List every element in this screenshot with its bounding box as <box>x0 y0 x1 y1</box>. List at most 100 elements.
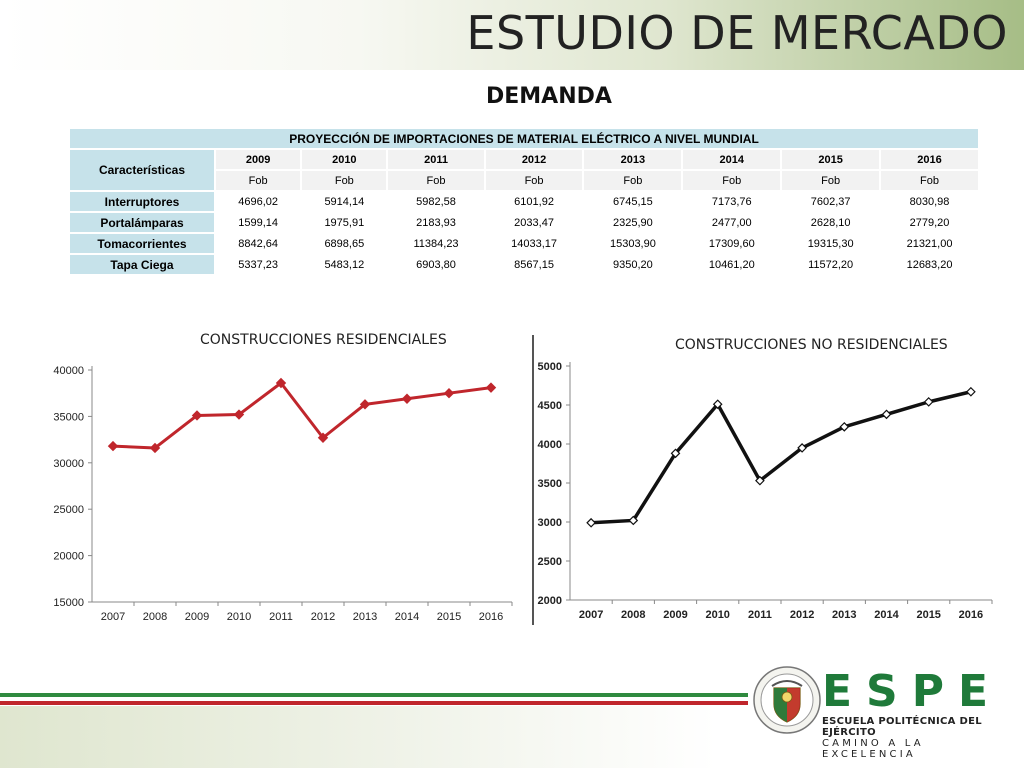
characteristics-header: Características <box>68 148 216 192</box>
y-tick-label: 3000 <box>538 517 562 529</box>
white-stripe <box>0 698 748 700</box>
non-residential-construction-chart: CONSTRUCCIONES NO RESIDENCIALES 2000 2500 3… <box>538 337 993 621</box>
row-label: Tapa Ciega <box>68 253 216 276</box>
y-tick-label: 4500 <box>538 400 562 412</box>
year-header: 2009 <box>213 148 303 171</box>
year-header: 2014 <box>681 148 783 171</box>
title-band <box>0 0 1024 70</box>
table-cell: 8567,15 <box>483 253 585 276</box>
x-tick-label: 2015 <box>916 609 940 621</box>
x-tick-label: 2010 <box>227 611 251 623</box>
x-tick-label: 2007 <box>579 609 603 621</box>
chart-divider <box>532 335 534 625</box>
table-cell: 7173,76 <box>681 190 783 213</box>
table-cell: 9350,20 <box>582 253 684 276</box>
x-tick-label: 2011 <box>269 611 293 623</box>
table-cell: 2779,20 <box>879 211 980 234</box>
data-point <box>275 377 287 389</box>
year-header: 2011 <box>386 148 486 171</box>
table-row: Interruptores 4696,02 5914,14 5982,58 61… <box>68 190 980 213</box>
green-stripe <box>0 693 748 697</box>
x-tick-label: 2014 <box>395 611 419 623</box>
slide-title: ESTUDIO DE MERCADO <box>466 6 1008 60</box>
x-tick-label: 2012 <box>790 609 814 621</box>
unit-header: Fob <box>681 169 783 192</box>
table-cell: 1599,14 <box>213 211 303 234</box>
unit-header: Fob <box>483 169 585 192</box>
table-row: Tapa Ciega 5337,23 5483,12 6903,80 8567,… <box>68 253 980 276</box>
y-tick-label: 15000 <box>53 597 84 609</box>
table-cell: 5914,14 <box>300 190 389 213</box>
data-point <box>755 475 765 486</box>
table-cell: 8842,64 <box>213 232 303 255</box>
table-cell: 4696,02 <box>213 190 303 213</box>
table-cell: 2183,93 <box>386 211 486 234</box>
y-tick-label: 2500 <box>538 556 562 568</box>
x-tick-label: 2007 <box>101 611 125 623</box>
data-point <box>485 382 497 393</box>
section-subtitle: DEMANDA <box>486 84 612 109</box>
unit-header: Fob <box>582 169 684 192</box>
unit-header: Fob <box>386 169 486 192</box>
y-tick-label: 25000 <box>53 504 84 516</box>
year-header: 2013 <box>582 148 684 171</box>
row-label: Interruptores <box>68 190 216 213</box>
table-cell: 21321,00 <box>879 232 980 255</box>
table-cell: 12683,20 <box>879 253 980 276</box>
year-header: 2015 <box>780 148 882 171</box>
unit-header: Fob <box>213 169 303 192</box>
table-cell: 5337,23 <box>213 253 303 276</box>
red-stripe <box>0 701 748 705</box>
table-row: Portalámparas 1599,14 1975,91 2183,93 20… <box>68 211 980 234</box>
y-tick-label: 40000 <box>53 365 84 377</box>
data-point <box>401 393 413 404</box>
x-tick-label: 2013 <box>832 609 856 621</box>
data-point <box>797 443 807 453</box>
data-point <box>443 387 455 399</box>
x-tick-label: 2015 <box>437 611 461 623</box>
table-cell: 5982,58 <box>386 190 486 213</box>
imports-projection-table: PROYECCIÓN DE IMPORTACIONES DE MATERIAL … <box>68 127 980 276</box>
unit-header: Fob <box>879 169 980 192</box>
x-tick-label: 2009 <box>185 611 209 623</box>
table-cell: 2628,10 <box>780 211 882 234</box>
y-tick-label: 2000 <box>538 595 562 607</box>
table-cell: 11384,23 <box>386 232 486 255</box>
table-cell: 6898,65 <box>300 232 389 255</box>
x-tick-label: 2009 <box>663 609 687 621</box>
data-point <box>359 399 371 410</box>
table-cell: 6745,15 <box>582 190 684 213</box>
data-point <box>586 517 596 528</box>
table-cell: 6903,80 <box>386 253 486 276</box>
table-cell: 2325,90 <box>582 211 684 234</box>
x-tick-label: 2013 <box>353 611 377 623</box>
row-label: Tomacorrientes <box>68 232 216 255</box>
table-cell: 5483,12 <box>300 253 389 276</box>
table-cell: 15303,90 <box>582 232 684 255</box>
table-cell: 7602,37 <box>780 190 882 213</box>
brand-name: ESPE <box>822 666 1003 717</box>
espe-logo: ESPE ESCUELA POLITÉCNICA DEL EJÉRCITO CA… <box>822 666 1006 761</box>
data-point <box>923 397 934 407</box>
table-caption: PROYECCIÓN DE IMPORTACIONES DE MATERIAL … <box>68 127 980 150</box>
data-point <box>317 432 329 443</box>
data-point <box>628 515 639 526</box>
unit-header: Fob <box>300 169 389 192</box>
data-point <box>881 409 892 420</box>
table-cell: 17309,60 <box>681 232 783 255</box>
data-point <box>191 410 203 421</box>
year-header: 2012 <box>483 148 585 171</box>
y-tick-label: 35000 <box>53 411 84 423</box>
x-tick-label: 2011 <box>748 609 772 621</box>
table-cell: 11572,20 <box>780 253 882 276</box>
y-tick-label: 3500 <box>538 478 562 490</box>
table-cell: 2477,00 <box>681 211 783 234</box>
row-label: Portalámparas <box>68 211 216 234</box>
table-cell: 2033,47 <box>483 211 585 234</box>
chart-title: CONSTRUCCIONES NO RESIDENCIALES <box>675 337 948 353</box>
institution-name: ESCUELA POLITÉCNICA DEL EJÉRCITO <box>822 716 982 738</box>
table-cell: 10461,20 <box>681 253 783 276</box>
table-cell: 6101,92 <box>483 190 585 213</box>
x-tick-label: 2008 <box>621 609 645 621</box>
institution-motto: CAMINO A LA EXCELENCIA <box>822 738 924 760</box>
